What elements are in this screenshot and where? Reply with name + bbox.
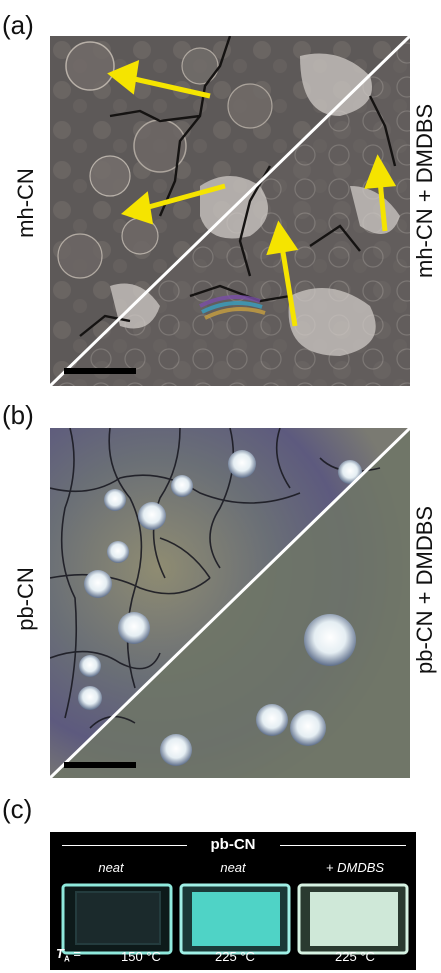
- temperature-3: 225 °C: [335, 949, 375, 964]
- condition-label-2: neat: [220, 860, 246, 875]
- panel-b-scalebar: [64, 762, 136, 768]
- panel-a-scalebar: [64, 368, 136, 374]
- condition-label-1: neat: [98, 860, 124, 875]
- sample-1: [61, 883, 173, 955]
- ta-subscript: A: [63, 955, 70, 964]
- panel-a-left-label: mh-CN: [13, 168, 38, 238]
- ta-symbol: T: [56, 946, 64, 962]
- title-rule-right: [280, 845, 406, 846]
- panel-c-photo: pb-CN neat neat + DMDBS TA = 150 °C 225 …: [50, 832, 416, 970]
- ta-equals: =: [69, 946, 85, 962]
- panel-b-right-label: pb-CN + DMDBS: [412, 505, 437, 674]
- temperature-2: 225 °C: [215, 949, 255, 964]
- arrow-icons: [107, 59, 397, 327]
- panel-c-title: pb-CN: [210, 836, 256, 853]
- panel-a-micrograph: [50, 36, 410, 386]
- panel-b-letter: (b): [2, 400, 34, 430]
- sample-3: [297, 883, 409, 955]
- panel-b-micrograph: [50, 428, 410, 778]
- panel-c-letter: (c): [2, 794, 33, 824]
- condition-label-3: + DMDBS: [325, 860, 385, 875]
- sample-2: [179, 883, 291, 955]
- panel-b-image: [50, 428, 410, 778]
- panel-a-image: [50, 36, 410, 386]
- panel-b-left-label: pb-CN: [13, 567, 38, 631]
- annealing-temperature-label: TA =: [56, 946, 85, 964]
- temperature-1: 150 °C: [121, 949, 161, 964]
- title-rule-left: [62, 845, 187, 846]
- panel-a-letter: (a): [2, 10, 34, 40]
- panel-a-right-label: mh-CN + DMDBS: [412, 103, 437, 278]
